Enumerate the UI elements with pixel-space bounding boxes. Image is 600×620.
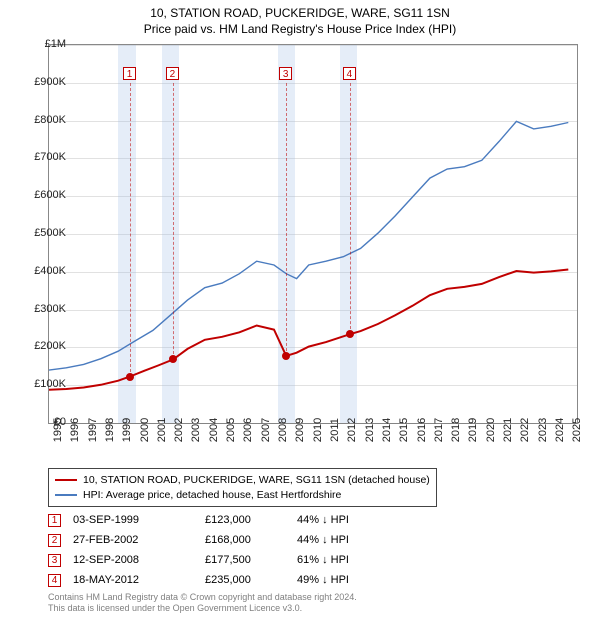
table-date: 27-FEB-2002 bbox=[73, 534, 193, 546]
x-axis-label: 2010 bbox=[312, 418, 324, 442]
table-price: £177,500 bbox=[205, 554, 285, 566]
x-axis-label: 2000 bbox=[139, 418, 151, 442]
x-axis-label: 2022 bbox=[519, 418, 531, 442]
x-axis-label: 2011 bbox=[329, 418, 341, 442]
transaction-table: 1 03-SEP-1999 £123,000 44% ↓ HPI 2 27-FEB-200… bbox=[48, 510, 407, 590]
x-axis-label: 2021 bbox=[502, 418, 514, 442]
x-axis-label: 2023 bbox=[537, 418, 549, 442]
marker-box: 2 bbox=[166, 67, 179, 80]
x-axis-label: 2005 bbox=[225, 418, 237, 442]
y-axis-label: £100K bbox=[24, 378, 66, 390]
table-date: 03-SEP-1999 bbox=[73, 514, 193, 526]
x-axis-label: 2012 bbox=[346, 418, 358, 442]
x-axis-label: 2017 bbox=[433, 418, 445, 442]
x-axis-label: 2016 bbox=[416, 418, 428, 442]
chart-title: 10, STATION ROAD, PUCKERIDGE, WARE, SG11… bbox=[0, 0, 600, 37]
table-row: 4 18-MAY-2012 £235,000 49% ↓ HPI bbox=[48, 570, 407, 590]
x-axis-label: 2001 bbox=[156, 418, 168, 442]
table-marker-box: 3 bbox=[48, 554, 61, 567]
legend-label: HPI: Average price, detached house, East… bbox=[83, 488, 341, 503]
table-price: £168,000 bbox=[205, 534, 285, 546]
y-axis-label: £400K bbox=[24, 265, 66, 277]
table-marker-box: 1 bbox=[48, 514, 61, 527]
y-axis-label: £900K bbox=[24, 76, 66, 88]
footer-line-1: Contains HM Land Registry data © Crown c… bbox=[48, 592, 357, 603]
y-axis-label: £600K bbox=[24, 189, 66, 201]
marker-box: 4 bbox=[343, 67, 356, 80]
title-line-2: Price paid vs. HM Land Registry's House … bbox=[0, 22, 600, 38]
x-axis-label: 1996 bbox=[69, 418, 81, 442]
plot-area: 1 2 3 4 bbox=[48, 44, 578, 424]
table-price: £123,000 bbox=[205, 514, 285, 526]
x-axis-label: 2003 bbox=[190, 418, 202, 442]
series-property bbox=[49, 270, 568, 390]
x-axis-label: 2007 bbox=[260, 418, 272, 442]
table-marker-box: 4 bbox=[48, 574, 61, 587]
x-axis-label: 2025 bbox=[571, 418, 583, 442]
marker-connector bbox=[130, 83, 131, 377]
y-axis-label: £300K bbox=[24, 303, 66, 315]
x-axis-label: 2019 bbox=[467, 418, 479, 442]
chart-container: 10, STATION ROAD, PUCKERIDGE, WARE, SG11… bbox=[0, 0, 600, 620]
marker-connector bbox=[286, 83, 287, 356]
table-diff: 61% ↓ HPI bbox=[297, 554, 407, 566]
legend: 10, STATION ROAD, PUCKERIDGE, WARE, SG11… bbox=[48, 468, 437, 507]
x-axis-label: 2014 bbox=[381, 418, 393, 442]
title-line-1: 10, STATION ROAD, PUCKERIDGE, WARE, SG11… bbox=[0, 6, 600, 22]
table-row: 3 12-SEP-2008 £177,500 61% ↓ HPI bbox=[48, 550, 407, 570]
marker-dot bbox=[282, 352, 290, 360]
legend-item: HPI: Average price, detached house, East… bbox=[55, 488, 430, 503]
x-axis-label: 1998 bbox=[104, 418, 116, 442]
marker-connector bbox=[350, 83, 351, 334]
x-axis-label: 2020 bbox=[485, 418, 497, 442]
footer-line-2: This data is licensed under the Open Gov… bbox=[48, 603, 357, 614]
marker-dot bbox=[169, 355, 177, 363]
x-axis-label: 1999 bbox=[121, 418, 133, 442]
table-diff: 44% ↓ HPI bbox=[297, 514, 407, 526]
x-axis-label: 2015 bbox=[398, 418, 410, 442]
x-axis-label: 2002 bbox=[173, 418, 185, 442]
y-axis-label: £1M bbox=[24, 38, 66, 50]
footer-attribution: Contains HM Land Registry data © Crown c… bbox=[48, 592, 357, 615]
x-axis-label: 2006 bbox=[242, 418, 254, 442]
table-diff: 49% ↓ HPI bbox=[297, 574, 407, 586]
table-row: 1 03-SEP-1999 £123,000 44% ↓ HPI bbox=[48, 510, 407, 530]
x-axis-label: 2018 bbox=[450, 418, 462, 442]
table-date: 12-SEP-2008 bbox=[73, 554, 193, 566]
y-axis-label: £800K bbox=[24, 114, 66, 126]
table-row: 2 27-FEB-2002 £168,000 44% ↓ HPI bbox=[48, 530, 407, 550]
table-price: £235,000 bbox=[205, 574, 285, 586]
legend-item: 10, STATION ROAD, PUCKERIDGE, WARE, SG11… bbox=[55, 473, 430, 488]
marker-dot bbox=[346, 330, 354, 338]
marker-dot bbox=[126, 373, 134, 381]
x-axis-label: 2009 bbox=[294, 418, 306, 442]
x-axis-label: 2008 bbox=[277, 418, 289, 442]
marker-box: 3 bbox=[279, 67, 292, 80]
y-axis-label: £500K bbox=[24, 227, 66, 239]
table-date: 18-MAY-2012 bbox=[73, 574, 193, 586]
y-axis-label: £700K bbox=[24, 151, 66, 163]
line-series-layer bbox=[49, 45, 577, 423]
table-diff: 44% ↓ HPI bbox=[297, 534, 407, 546]
x-axis-label: 1997 bbox=[87, 418, 99, 442]
marker-box: 1 bbox=[123, 67, 136, 80]
legend-swatch bbox=[55, 479, 77, 481]
x-axis-label: 2024 bbox=[554, 418, 566, 442]
table-marker-box: 2 bbox=[48, 534, 61, 547]
x-axis-label: 2013 bbox=[364, 418, 376, 442]
series-hpi bbox=[49, 121, 568, 370]
y-axis-label: £200K bbox=[24, 340, 66, 352]
x-axis-label: 2004 bbox=[208, 418, 220, 442]
legend-label: 10, STATION ROAD, PUCKERIDGE, WARE, SG11… bbox=[83, 473, 430, 488]
legend-swatch bbox=[55, 494, 77, 495]
marker-connector bbox=[173, 83, 174, 359]
x-axis-label: 1995 bbox=[52, 418, 64, 442]
